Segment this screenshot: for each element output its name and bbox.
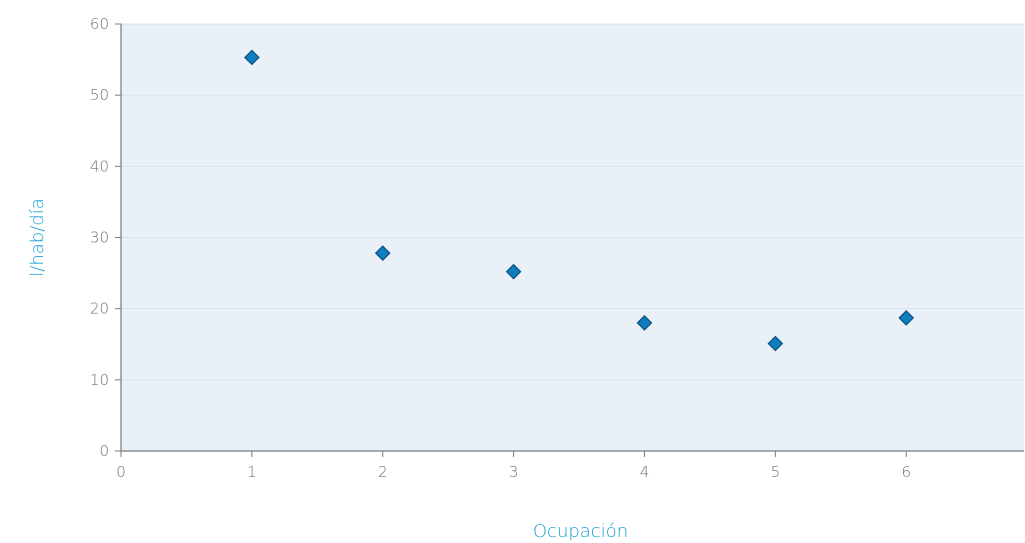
x-tick-label: 2 — [378, 463, 388, 481]
y-axis-title: l/hab/día — [27, 198, 48, 276]
data-point — [767, 335, 784, 352]
x-tick-label: 3 — [509, 463, 519, 481]
x-axis-title: Ocupación — [533, 521, 628, 542]
y-tick-label: 0 — [99, 442, 109, 460]
x-tick-label: 5 — [771, 463, 781, 481]
y-tick-label: 40 — [90, 157, 109, 175]
x-axis-ticks: 0 1 2 3 4 5 6 — [116, 451, 911, 481]
y-tick-label: 30 — [90, 229, 109, 247]
y-axis-ticks: 0 10 20 30 40 50 60 — [90, 15, 121, 460]
data-point — [898, 310, 915, 326]
y-tick-label: 50 — [90, 86, 109, 104]
gridlines — [121, 23, 1024, 381]
data-points — [244, 49, 915, 352]
y-tick-label: 20 — [90, 300, 109, 318]
data-point — [374, 245, 391, 262]
data-point — [244, 49, 260, 66]
x-tick-label: 4 — [640, 463, 650, 481]
x-tick-label: 6 — [901, 463, 911, 481]
y-tick-label: 60 — [90, 15, 109, 33]
data-point — [636, 315, 653, 331]
y-tick-label: 10 — [90, 371, 109, 389]
x-tick-label: 0 — [116, 463, 126, 481]
x-tick-label: 1 — [247, 463, 257, 481]
data-point — [505, 263, 522, 280]
